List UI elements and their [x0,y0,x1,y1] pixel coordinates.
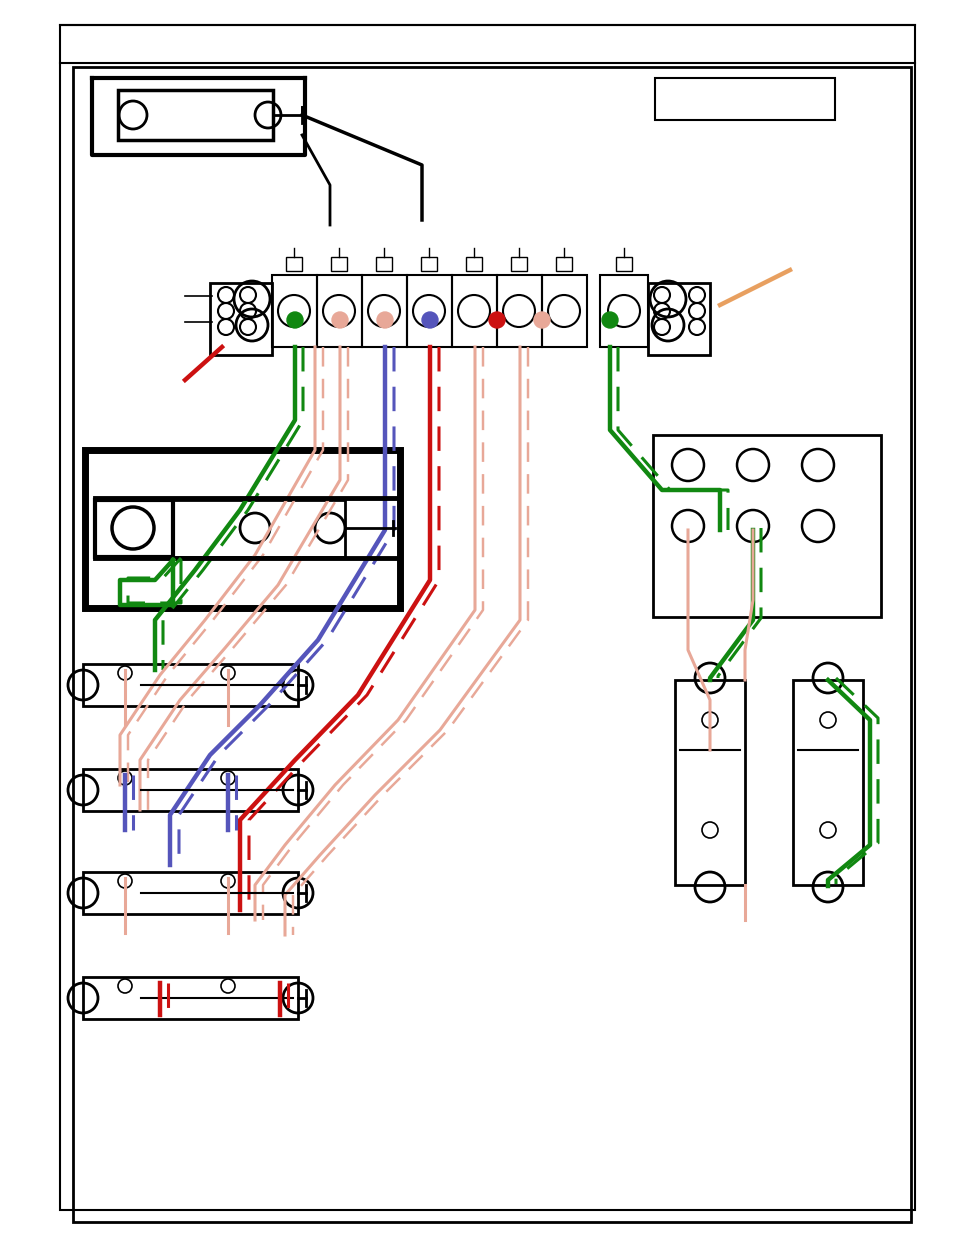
Bar [465,257,481,270]
Bar [95,500,172,557]
Bar [83,872,297,914]
Circle shape [421,312,437,329]
Bar [361,275,407,347]
Bar [85,450,399,608]
Bar [675,680,744,885]
Bar [599,275,647,347]
Bar [616,257,631,270]
Bar [83,769,297,811]
Bar [73,67,910,1221]
Circle shape [534,312,550,329]
Bar [792,680,862,885]
Bar [375,257,392,270]
Bar [652,435,880,618]
Bar [407,275,452,347]
Circle shape [601,312,618,329]
Bar [60,25,914,1210]
Bar [118,90,273,140]
Circle shape [287,312,303,329]
Bar [272,275,316,347]
Bar [83,977,297,1019]
Bar [331,257,347,270]
Bar [511,257,526,270]
Circle shape [376,312,393,329]
Bar [172,500,345,557]
Bar [286,257,302,270]
Bar [556,257,572,270]
Bar [655,78,834,120]
Circle shape [332,312,348,329]
Bar [83,664,297,706]
Bar [647,283,709,354]
Bar [210,283,272,354]
Bar [316,275,361,347]
Bar [452,275,497,347]
Bar [497,275,541,347]
Circle shape [489,312,504,329]
Bar [420,257,436,270]
Bar [541,275,586,347]
